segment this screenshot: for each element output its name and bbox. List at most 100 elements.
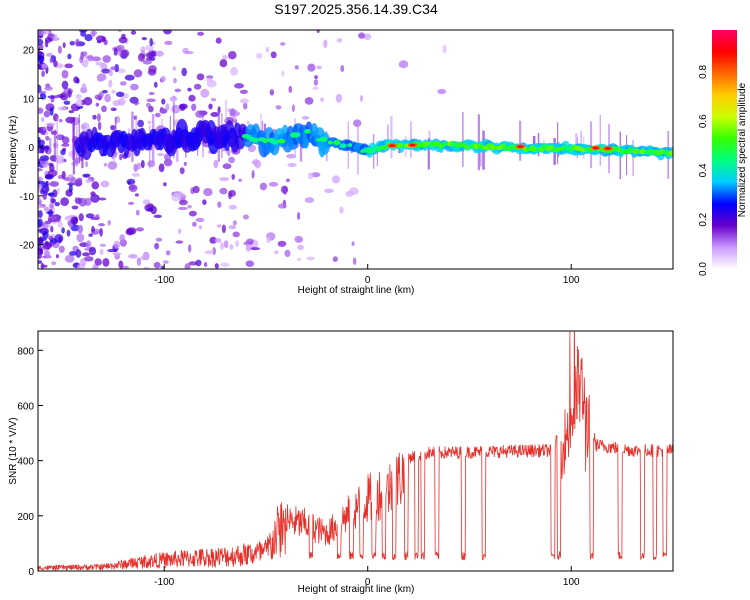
spectral-cell (128, 254, 138, 259)
spectral-cell (215, 37, 222, 44)
spectral-cell (145, 44, 154, 51)
colorbar-tick-label: 0.8 (698, 65, 709, 79)
spectral-cell (108, 69, 113, 77)
spectral-cell (49, 57, 53, 64)
spectral-cell (181, 67, 187, 77)
spectral-cell (69, 41, 76, 46)
spectral-cell (222, 163, 232, 170)
spectral-cell (43, 110, 50, 118)
spectral-cell (40, 131, 46, 136)
spectral-cell (38, 168, 43, 172)
spectral-cell (48, 209, 53, 217)
snr-x-tick-label: -100 (154, 577, 174, 588)
spectral-cell (197, 31, 205, 36)
snr-x-tick-label: 100 (563, 577, 580, 588)
spectral-cell (38, 205, 45, 209)
spectral-cell (86, 240, 92, 249)
spectral-cell (148, 91, 155, 96)
spectral-cell (90, 194, 100, 203)
spectral-cell (100, 180, 110, 188)
spectrogram-cells (38, 30, 673, 269)
spectral-cell (85, 178, 91, 184)
spectral-cell (90, 191, 96, 196)
spectral-cell (297, 244, 304, 251)
spectral-cell (210, 97, 217, 102)
spectral-cell (38, 64, 42, 70)
spectral-cell (160, 75, 166, 82)
spectral-cell (61, 143, 70, 147)
spectral-cell (438, 144, 444, 149)
spectral-cell (69, 251, 77, 256)
spectral-cell (127, 181, 131, 186)
spectral-cell (239, 89, 248, 95)
spectral-cell (41, 117, 45, 122)
spectral-cell (108, 79, 113, 88)
spectral-cell (57, 106, 67, 111)
spectral-cell (221, 224, 226, 234)
spectral-cell (84, 256, 94, 262)
spectral-cell (39, 155, 50, 162)
spectral-cell (313, 79, 318, 86)
snr-y-tick-label: 200 (17, 512, 34, 523)
spectrogram-y-tick-label: -10 (20, 192, 35, 203)
spectral-cell (288, 85, 293, 93)
spectral-cell (202, 199, 207, 206)
spectral-cell (145, 52, 155, 58)
spectral-cell (297, 257, 302, 262)
spectral-peak (517, 145, 524, 148)
spectral-cell (339, 143, 347, 149)
spectral-cell (442, 44, 447, 54)
spectral-cell (72, 117, 75, 175)
spectral-cell (147, 68, 157, 76)
colorbar-tick-label: 0.6 (698, 114, 709, 128)
spectral-cell (192, 185, 200, 194)
spectral-cell (49, 107, 54, 116)
spectral-cell (282, 185, 288, 195)
spectral-cell (220, 262, 230, 267)
spectral-cell (90, 231, 99, 235)
spectral-cell (68, 184, 73, 193)
spectral-cell (38, 210, 43, 219)
spectral-cell (133, 163, 138, 172)
spectrogram-frame (37, 29, 674, 270)
snr-series-line (38, 331, 673, 571)
spectral-cell (49, 164, 55, 172)
spectral-cell (96, 35, 106, 42)
spectral-cell (42, 163, 48, 168)
spectral-cell (51, 261, 57, 266)
spectral-cell (57, 221, 63, 228)
spectral-cell (532, 135, 536, 149)
spectral-cell (277, 240, 287, 247)
spectral-cell (149, 38, 153, 47)
snr-panel: -100 0 100 0 200 400 600 800 Height of straigh… (8, 330, 674, 595)
spectral-cell (101, 68, 111, 74)
spectral-cell (245, 238, 254, 245)
spectral-cell (81, 59, 89, 68)
spectral-cell (61, 80, 69, 90)
spectral-cell (239, 98, 249, 104)
spectral-cell (55, 155, 65, 164)
spectral-cell (188, 94, 196, 102)
spectral-cell (195, 259, 202, 267)
spectral-cell (149, 56, 156, 61)
spectral-cell (38, 90, 47, 95)
spectral-cell (358, 32, 366, 39)
spectral-cell (155, 50, 164, 57)
spectral-cell (479, 144, 482, 167)
spectral-cell (134, 101, 138, 106)
colorbar-bar (712, 30, 737, 269)
spectral-cell (95, 61, 104, 66)
spectral-cell (126, 227, 137, 235)
spectral-cell (359, 95, 364, 102)
spectral-cell (294, 65, 299, 70)
spectral-cell (64, 254, 75, 263)
spectral-cell (38, 236, 44, 246)
spectral-cell (159, 106, 164, 111)
spectral-cell (281, 70, 285, 77)
spectral-cell (102, 89, 108, 94)
spectral-cell (94, 258, 102, 266)
spectral-cell (98, 197, 107, 201)
spectral-cell (142, 199, 151, 205)
colorbar-label: Normalized spectral amplitude (737, 82, 748, 217)
spectral-cell (632, 140, 634, 177)
